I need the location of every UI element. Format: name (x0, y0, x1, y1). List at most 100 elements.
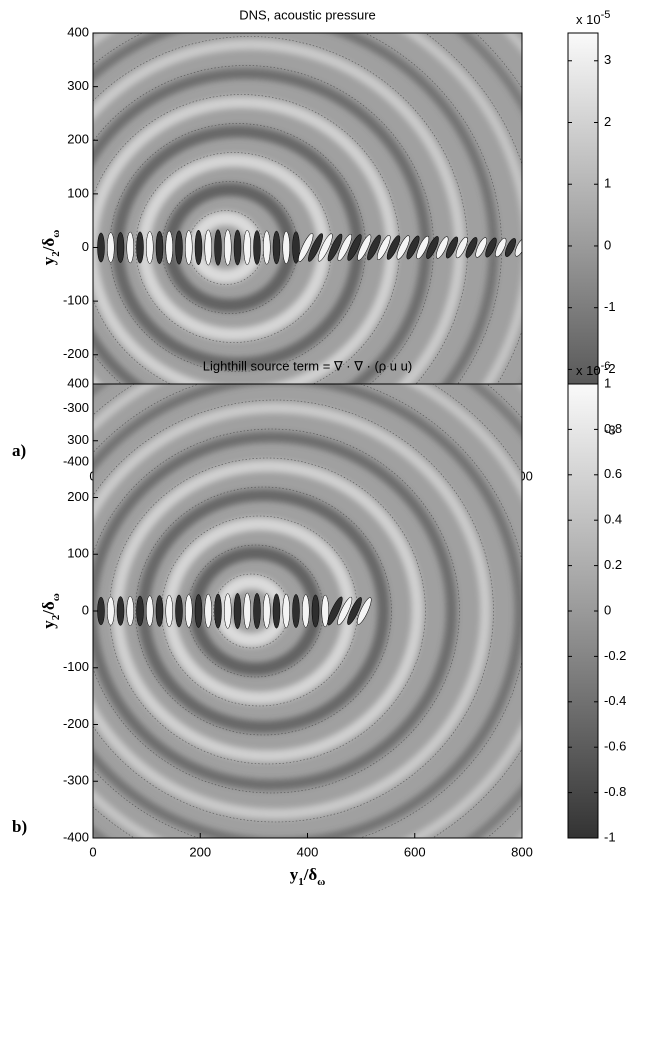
colorbar-tick-label: 0 (604, 602, 611, 617)
y-tick-label: 200 (67, 132, 89, 147)
vortex-blob (116, 596, 125, 626)
x-tick-label: 600 (404, 844, 426, 859)
vortex-blob (116, 232, 125, 263)
vortex-blob (243, 592, 251, 630)
y-tick-label: -300 (63, 773, 89, 788)
y-tick-label: 300 (67, 78, 89, 93)
vortex-blob (253, 593, 261, 629)
vortex-blob (146, 595, 154, 627)
vortex-blob (243, 229, 251, 266)
vortex-blob (321, 594, 329, 628)
vortex-blob (292, 231, 300, 264)
vortex-blob (357, 234, 372, 261)
vortex-blob (386, 235, 401, 260)
y-tick-label: -400 (63, 829, 89, 844)
label-part: /δ (39, 238, 58, 253)
vortex-blob (194, 229, 203, 266)
vortex-blob (376, 234, 391, 261)
colorbar-tick-label: 1 (604, 375, 611, 390)
label-part: /δ (39, 601, 58, 616)
vortex-blob (337, 233, 352, 262)
colorbar-tick-label: -2 (604, 361, 616, 376)
vortex-blob (396, 235, 410, 260)
vortex-blob (311, 594, 320, 628)
vortex-blob (107, 232, 115, 263)
vortex-blob (416, 235, 430, 260)
vortex-blob (136, 231, 144, 264)
vortex-blob (337, 596, 353, 626)
vortex-blob (136, 595, 144, 627)
vortex-blob (347, 597, 362, 625)
vortex-blob (347, 234, 362, 261)
label-part: /δ (303, 865, 318, 884)
vortex-blob (327, 596, 343, 626)
vortex-blob (253, 230, 261, 265)
x-axis-label: y1/δω (290, 865, 326, 888)
label-part: 1 (298, 876, 304, 888)
vortex-blob (107, 596, 115, 626)
label-part: y (39, 620, 58, 629)
label-part: ω (50, 230, 62, 238)
wave-ring (93, 402, 491, 820)
vortex-blob (146, 231, 154, 264)
y-tick-label: 400 (67, 24, 89, 39)
vortex-blob (445, 236, 459, 259)
vortex-blob (224, 229, 232, 266)
vortex-blob (475, 237, 488, 258)
vortex-blob (298, 232, 314, 263)
y-tick-label: -300 (63, 400, 89, 415)
scale-part: x 10 (576, 363, 601, 378)
vortex-blob (282, 231, 290, 264)
colorbar-tick-label: -3 (604, 423, 616, 438)
chart-title: Lighthill source term = ∇ · ∇ · (ρ u u) (203, 358, 412, 373)
y-tick-label: 0 (82, 602, 89, 617)
vortex-blob (367, 234, 381, 261)
scale-part: -5 (601, 9, 611, 21)
vortex-blob (263, 593, 271, 629)
contour-line (93, 399, 494, 823)
vortex-blob (308, 233, 323, 262)
y-tick-label: -400 (63, 453, 89, 468)
panel-label: a) (12, 441, 26, 460)
vortex-blob (406, 235, 420, 260)
colorbar-tick-label: -0.8 (604, 784, 626, 799)
colorbar-tick-label: 1 (604, 176, 611, 191)
vortex-blob (185, 230, 193, 265)
vortex-blob (214, 229, 222, 266)
colorbar-tick-label: -0.4 (604, 693, 626, 708)
vortex-blob (204, 593, 212, 629)
label-part: ω (50, 593, 62, 601)
vortex-blob (185, 594, 193, 628)
vortex-blob (233, 229, 242, 266)
vortex-blob (126, 231, 134, 264)
label-part: 2 (50, 251, 62, 257)
label-part: y (39, 256, 58, 265)
vortex-blob (327, 233, 343, 262)
vortex-blob (224, 593, 232, 629)
colorbar-tick-label: -1 (604, 829, 616, 844)
contour-line (93, 428, 460, 794)
vortex-blob (194, 594, 203, 628)
y-axis-label: y2/δω (39, 230, 62, 266)
label-part: ω (317, 876, 325, 888)
y-tick-label: 100 (67, 185, 89, 200)
vortex-blob (436, 236, 449, 259)
y-tick-label: 400 (67, 375, 89, 390)
contour-line (109, 457, 426, 765)
vortex-blob (465, 237, 478, 258)
x-tick-label: 200 (189, 844, 211, 859)
colorbar-tick-label: 0.4 (604, 512, 622, 527)
vortex-blob (155, 230, 164, 265)
y-tick-label: 200 (67, 489, 89, 504)
scale-part: x 10 (576, 12, 601, 27)
vortex-blob (504, 238, 517, 257)
vortex-blob (426, 236, 439, 259)
vortex-blob (263, 230, 271, 265)
colorbar-tick-label: 2 (604, 114, 611, 129)
vortex-blob (175, 594, 183, 628)
vortex-blob (233, 593, 242, 629)
colorbar (567, 383, 599, 839)
y-tick-label: 100 (67, 546, 89, 561)
y-tick-label: -100 (63, 659, 89, 674)
